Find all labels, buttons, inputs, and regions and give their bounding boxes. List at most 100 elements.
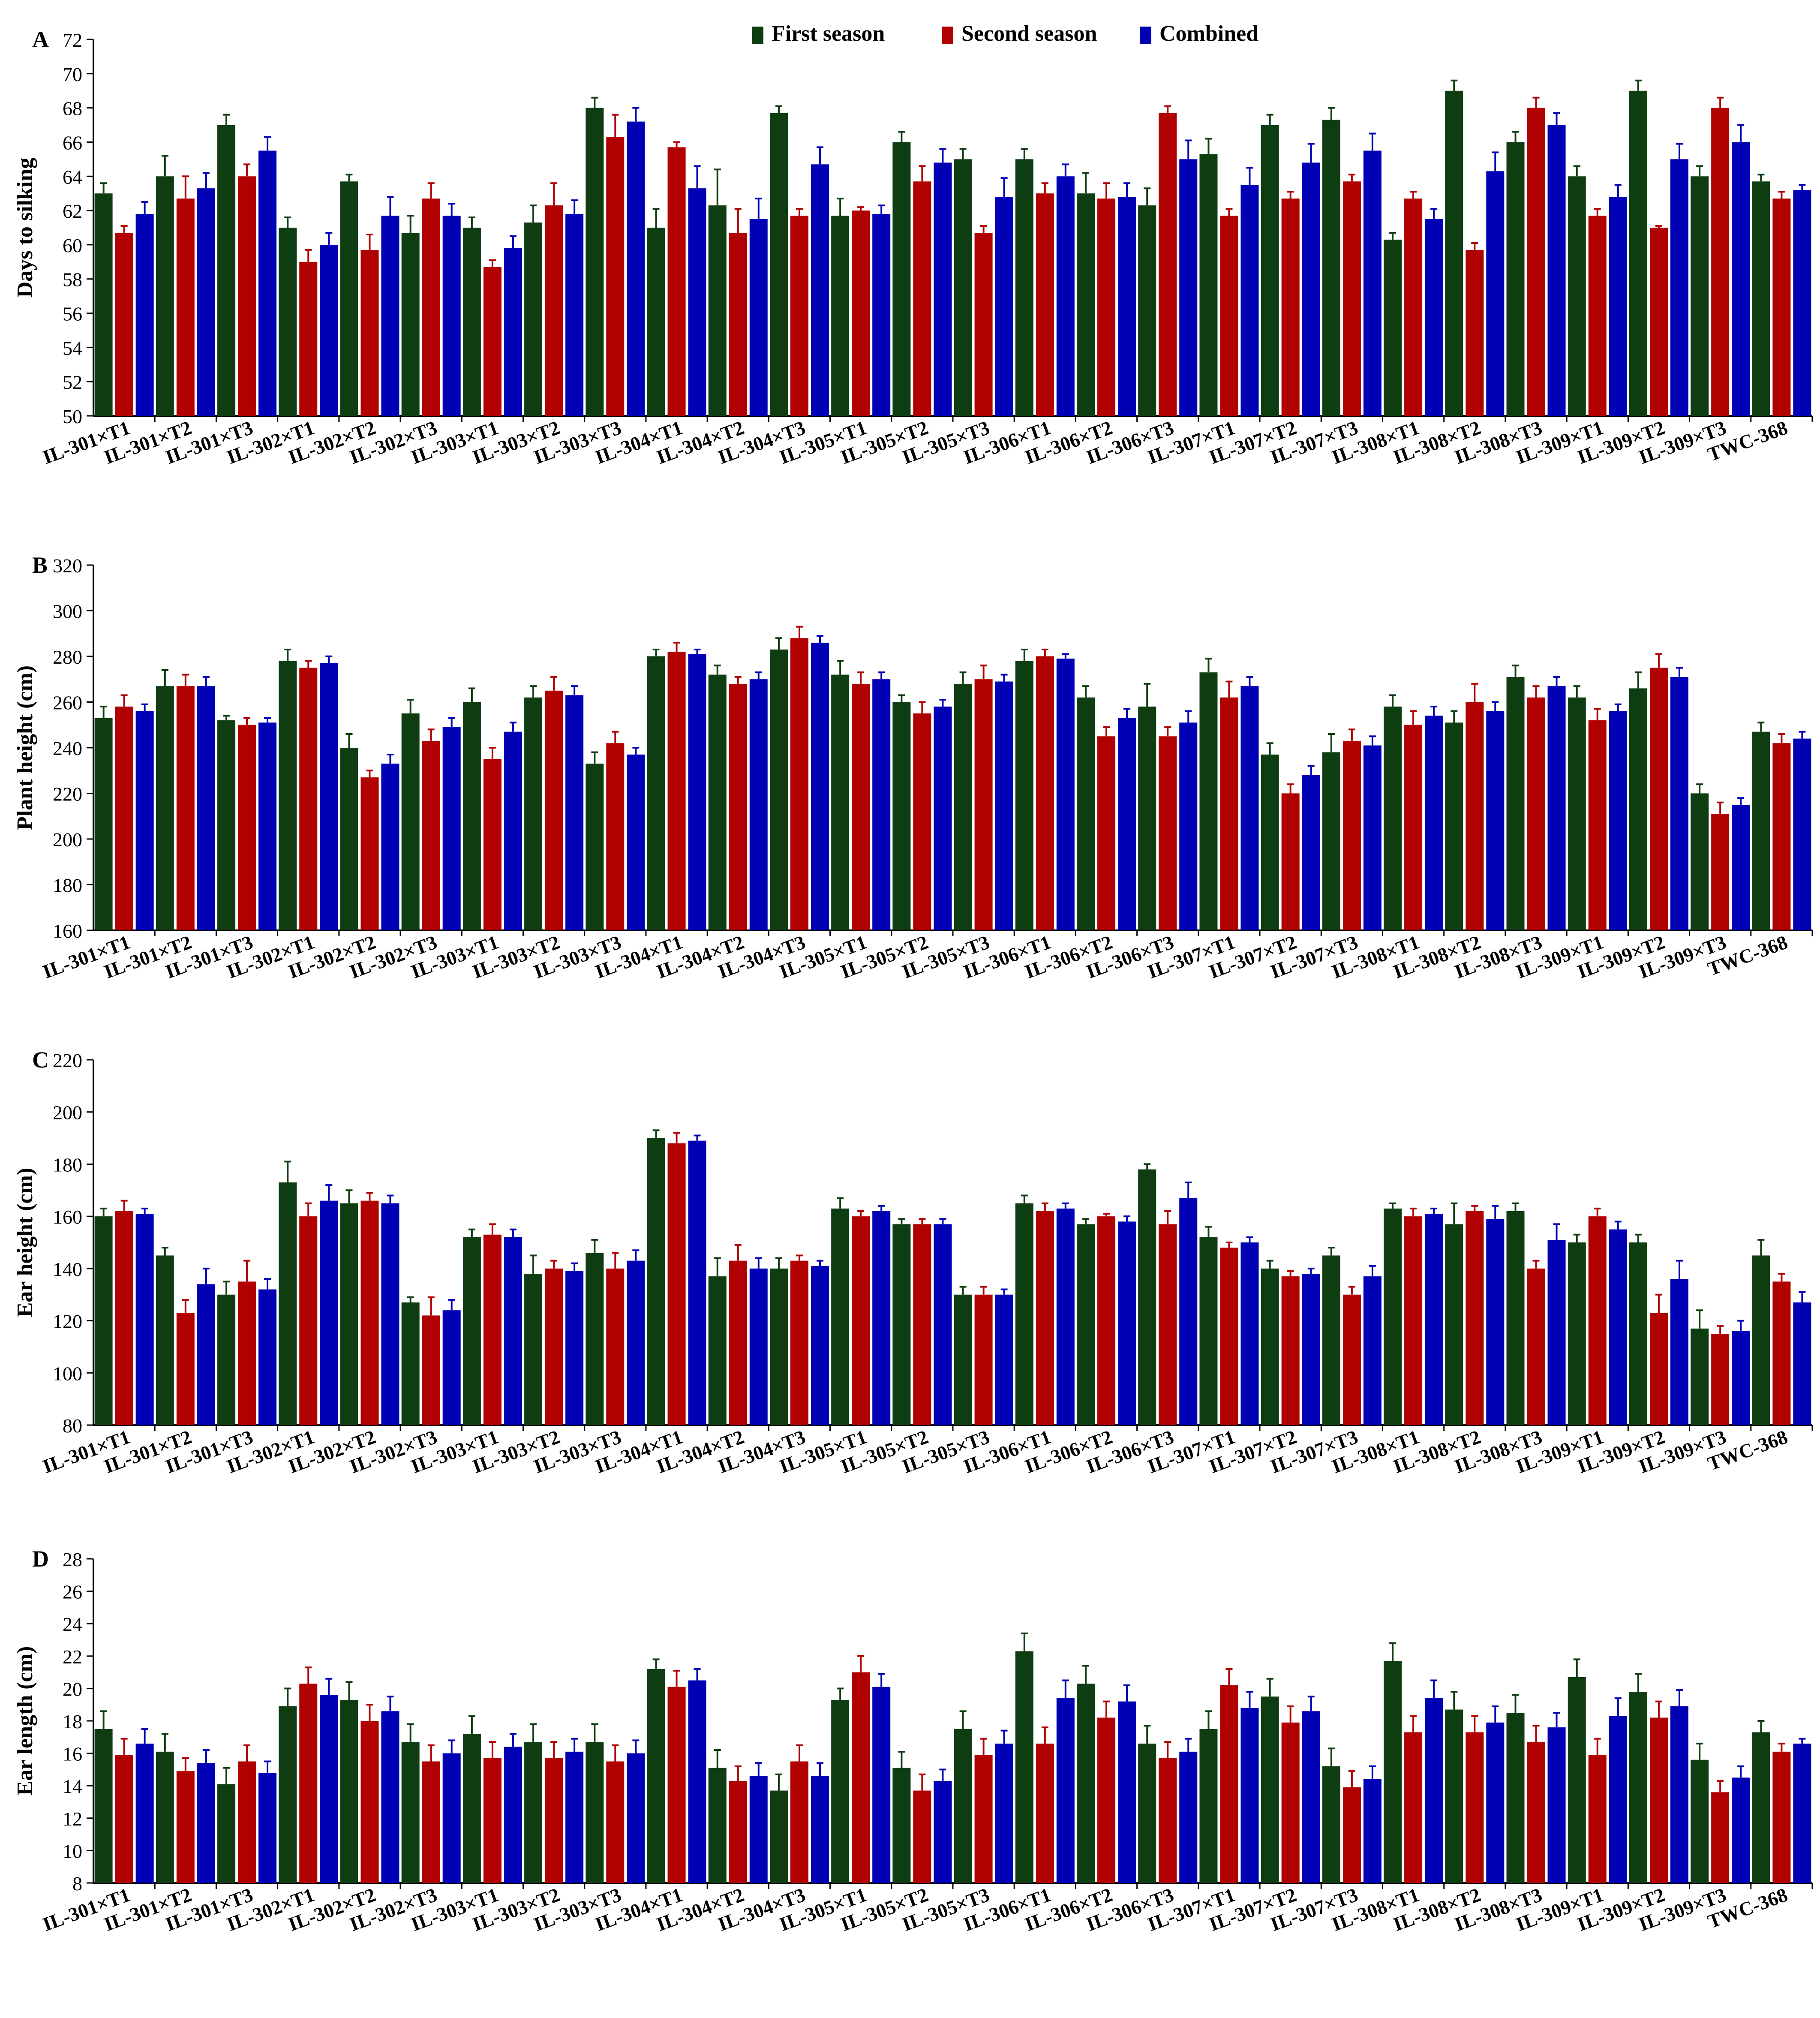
- bar-combined: [197, 188, 215, 416]
- bar-first-season: [1077, 697, 1095, 930]
- bar-second-season: [1466, 250, 1484, 416]
- bar-second-season: [729, 1780, 747, 1883]
- bar-first-season: [1629, 1242, 1647, 1425]
- bar-combined: [258, 1289, 277, 1425]
- bar-first-season: [94, 718, 113, 930]
- bar-second-season: [729, 683, 747, 930]
- bar-combined: [1609, 711, 1627, 930]
- bar-second-season: [1711, 108, 1730, 416]
- bar-first-season: [769, 1268, 788, 1425]
- bar-first-season: [279, 661, 297, 930]
- bar-second-season: [176, 1313, 195, 1425]
- bar-first-season: [94, 193, 113, 416]
- bar-second-season: [1711, 1792, 1730, 1883]
- bar-combined: [872, 1687, 891, 1883]
- bar-first-season: [94, 1216, 113, 1425]
- bar-first-season: [156, 1751, 174, 1883]
- bar-first-season: [1199, 1729, 1218, 1883]
- y-tick-label: 8: [72, 1873, 82, 1895]
- bar-first-season: [1015, 1203, 1033, 1425]
- bar-second-season: [1159, 113, 1177, 416]
- bar-first-season: [708, 205, 727, 416]
- bar-combined: [1486, 171, 1505, 416]
- bar-first-season: [892, 1768, 911, 1883]
- bar-first-season: [892, 142, 911, 416]
- bar-combined: [1179, 722, 1198, 930]
- bar-combined: [1240, 686, 1259, 930]
- bar-first-season: [1629, 1691, 1647, 1883]
- bar-second-season: [1588, 1216, 1607, 1425]
- bar-second-season: [1036, 1743, 1054, 1883]
- bar-second-season: [238, 1281, 256, 1425]
- bar-second-season: [913, 713, 931, 930]
- bar-second-season: [115, 707, 133, 930]
- bar-combined: [995, 1294, 1013, 1425]
- bar-combined: [1670, 1279, 1688, 1425]
- bar-combined: [504, 1237, 522, 1425]
- bar-second-season: [299, 668, 318, 930]
- bar-first-season: [1752, 731, 1770, 930]
- bar-combined: [1118, 197, 1136, 416]
- bar-combined: [1732, 1777, 1750, 1883]
- y-tick-label: 180: [53, 1154, 82, 1176]
- bar-second-season: [238, 1761, 256, 1883]
- bar-first-season: [1506, 1713, 1525, 1883]
- bar-second-season: [360, 1721, 379, 1883]
- y-tick-label: 28: [63, 1549, 82, 1570]
- y-tick-label: 50: [63, 406, 82, 427]
- panel-b-plant-height: B Plant height (cm) 160 180 200 220 240 260 280 3…: [13, 552, 1813, 983]
- bar-combined: [934, 162, 952, 416]
- bar-first-season: [708, 1768, 727, 1883]
- panel-label: B: [32, 552, 48, 578]
- bar-combined: [1118, 718, 1136, 930]
- legend-label-first-season: First season: [772, 21, 885, 46]
- y-tick-label: 64: [63, 166, 82, 188]
- bar-first-season: [217, 1294, 236, 1425]
- bar-second-season: [974, 1294, 993, 1425]
- bar-first-season: [1568, 1677, 1586, 1883]
- bar-second-season: [483, 759, 502, 930]
- bar-combined: [504, 731, 522, 930]
- bar-second-season: [483, 1234, 502, 1425]
- bar-first-season: [524, 697, 543, 930]
- bar-second-season: [1466, 1211, 1484, 1425]
- bar-second-season: [790, 1761, 808, 1883]
- bar-second-season: [606, 1268, 625, 1425]
- bar-second-season: [606, 743, 625, 930]
- bar-combined: [749, 219, 768, 416]
- bar-second-season: [1281, 1722, 1300, 1883]
- bar-first-season: [340, 1203, 358, 1425]
- bar-combined: [504, 248, 522, 416]
- y-tick-label: 240: [53, 737, 82, 759]
- bar-combined: [320, 244, 338, 416]
- bar-second-season: [115, 1755, 133, 1883]
- bar-second-season: [1649, 228, 1668, 416]
- bar-combined: [197, 686, 215, 930]
- bar-second-season: [1527, 1268, 1545, 1425]
- bar-combined: [1793, 190, 1811, 416]
- bar-first-season: [1077, 1224, 1095, 1425]
- bar-combined: [565, 214, 584, 416]
- bar-combined: [1240, 1708, 1259, 1883]
- bar-second-season: [1342, 181, 1361, 416]
- bar-combined: [381, 216, 399, 416]
- bar-second-season: [176, 1771, 195, 1883]
- bar-second-season: [1466, 702, 1484, 930]
- y-tick-label: 54: [63, 337, 82, 359]
- bar-combined: [1118, 1701, 1136, 1883]
- bar-first-season: [1322, 1766, 1340, 1883]
- bar-combined: [1547, 125, 1566, 416]
- bar-first-season: [217, 1784, 236, 1883]
- bar-combined: [934, 1224, 952, 1425]
- bar-second-season: [729, 232, 747, 416]
- bar-combined: [872, 679, 891, 930]
- y-tick-label: 140: [53, 1258, 82, 1280]
- bar-second-season: [1649, 668, 1668, 930]
- bar-first-season: [1138, 707, 1156, 930]
- bar-second-season: [667, 147, 686, 416]
- bar-second-season: [176, 198, 195, 416]
- bar-first-season: [279, 1182, 297, 1425]
- bar-second-season: [1772, 198, 1791, 416]
- bar-combined: [688, 654, 706, 930]
